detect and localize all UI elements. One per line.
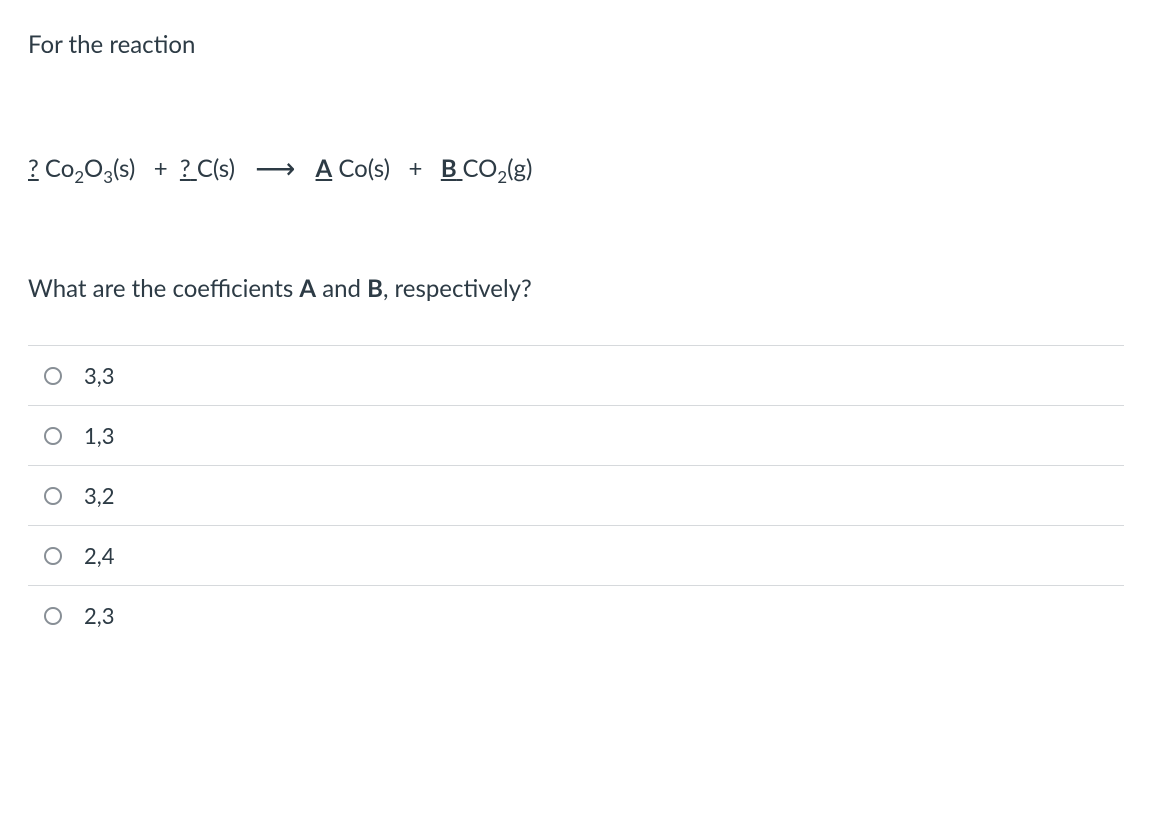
option-row[interactable]: 1,3 bbox=[28, 405, 1124, 465]
option-radio[interactable] bbox=[44, 487, 62, 505]
species-1: Co2O3(s) bbox=[45, 154, 135, 183]
species-4: CO2(g) bbox=[462, 154, 532, 183]
plus-1: + bbox=[154, 154, 168, 183]
chemical-equation: ? Co2O3(s) + ? C(s) ⟶ A Co(s) + B CO2(g) bbox=[28, 149, 1124, 184]
option-row[interactable]: 2,3 bbox=[28, 585, 1124, 645]
intro-text: For the reaction bbox=[28, 30, 1124, 59]
plus-2: + bbox=[408, 154, 422, 183]
option-label: 2,3 bbox=[84, 602, 115, 629]
option-label: 1,3 bbox=[84, 422, 115, 449]
option-radio[interactable] bbox=[44, 607, 62, 625]
reaction-arrow: ⟶ bbox=[255, 150, 295, 185]
option-radio[interactable] bbox=[44, 367, 62, 385]
option-row[interactable]: 2,4 bbox=[28, 525, 1124, 585]
coef-b: B bbox=[441, 154, 463, 183]
species-3: Co(s) bbox=[338, 154, 390, 183]
options-list: 3,3 1,3 3,2 2,4 2,3 bbox=[28, 345, 1124, 645]
option-radio[interactable] bbox=[44, 547, 62, 565]
question-text: What are the coefficients A and B, respe… bbox=[28, 274, 1124, 303]
option-row[interactable]: 3,2 bbox=[28, 465, 1124, 525]
coef-1: ? bbox=[28, 154, 39, 183]
option-row[interactable]: 3,3 bbox=[28, 345, 1124, 405]
coef-2: ? bbox=[180, 154, 197, 183]
option-radio[interactable] bbox=[44, 427, 62, 445]
option-label: 2,4 bbox=[84, 542, 115, 569]
species-2: C(s) bbox=[197, 154, 235, 183]
coef-a: A bbox=[316, 154, 333, 183]
option-label: 3,3 bbox=[84, 362, 115, 389]
option-label: 3,2 bbox=[84, 482, 115, 509]
question-container: For the reaction ? Co2O3(s) + ? C(s) ⟶ A… bbox=[0, 0, 1152, 675]
